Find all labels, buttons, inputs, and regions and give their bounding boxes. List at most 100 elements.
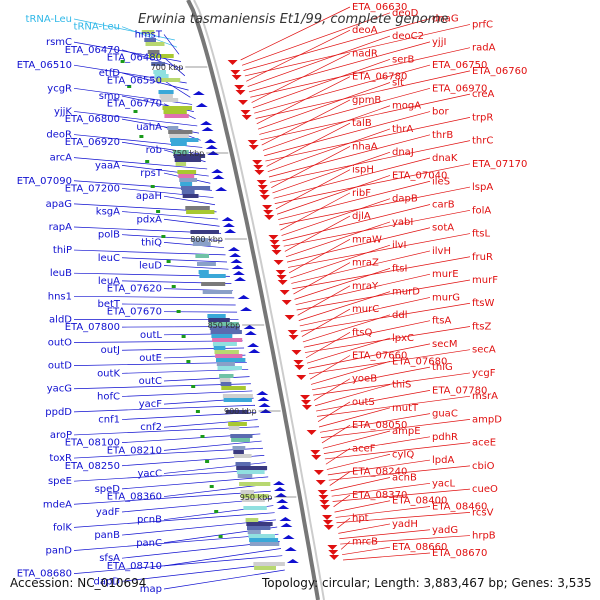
connector-line <box>163 34 180 55</box>
feature-track-block <box>222 394 253 398</box>
gene-label-hpt: hpt <box>352 513 369 524</box>
feature-track-block <box>221 386 246 390</box>
feature-track-block <box>160 98 179 102</box>
scale-marker <box>191 385 196 388</box>
gene-label-arca: arcA <box>50 153 73 164</box>
gene-label-bett: betT <box>97 299 120 310</box>
forward-strand-gene <box>273 260 284 265</box>
tick-labels-layer: 700 kbp 750 kbp 800 kbp 850 kbp 900 kbp 950 k… <box>151 63 297 502</box>
connector-line <box>290 244 391 279</box>
connector-line <box>307 343 431 369</box>
forward-strand-gene <box>288 335 299 340</box>
gene-label-eta-07670: ETA_07670 <box>107 307 162 318</box>
connector-line <box>318 407 391 428</box>
gene-label-eta-08660: ETA_08660 <box>392 542 447 553</box>
gene-label-yadf: yadF <box>96 507 120 518</box>
connector-line <box>309 355 351 380</box>
connector-line <box>121 476 269 490</box>
connector-line <box>254 64 431 114</box>
gene-label-murc: murC <box>352 304 379 315</box>
gene-label-hmst: hmsT <box>135 29 163 40</box>
scale-marker <box>166 260 171 263</box>
forward-strand-gene <box>318 495 329 500</box>
forward-strand-gene <box>300 400 311 405</box>
forward-strand-gene <box>234 85 245 90</box>
feature-track-block <box>234 454 252 458</box>
gene-label-eta-07660: ETA_07660 <box>352 351 407 362</box>
connector-line <box>252 58 391 109</box>
gene-label-outc: outC <box>139 376 162 387</box>
reverse-strand-gene <box>279 517 292 521</box>
connector-line <box>317 401 351 422</box>
gene-label-moga: mogA <box>392 101 421 112</box>
gene-label-eta-08100: ETA_08100 <box>65 438 120 449</box>
gene-label-murg: murG <box>432 292 460 303</box>
scale-marker <box>209 485 214 488</box>
connector-line <box>257 82 391 130</box>
connector-line <box>295 273 431 306</box>
feature-track-block <box>145 42 165 46</box>
feature-track-block <box>246 522 273 526</box>
connector-line <box>267 128 391 173</box>
gene-label-lpda: lpdA <box>432 455 454 466</box>
gene-label-cnf1: cnf1 <box>98 415 120 426</box>
gene-label-dapd: dapD <box>93 576 120 587</box>
tick-label: 800 kbp <box>190 235 223 244</box>
feature-track-block <box>247 526 271 530</box>
gene-label-arop: aroP <box>50 430 72 441</box>
forward-strand-gene <box>259 195 270 200</box>
connector-line <box>121 26 178 48</box>
connector-line <box>121 390 253 397</box>
reverse-strand-gene <box>258 403 271 407</box>
forward-strand-gene <box>248 145 259 150</box>
feature-track-block <box>190 230 219 234</box>
gene-label-pand: panD <box>45 545 72 556</box>
tick-label: 900 kbp <box>224 407 257 416</box>
genome-backbone-arc <box>186 0 320 600</box>
connector-line <box>259 87 431 135</box>
gene-label-sped: speD <box>95 484 121 495</box>
connector-line <box>319 413 431 433</box>
feature-track-block <box>209 322 239 326</box>
connector-line <box>163 80 191 98</box>
gene-label-sfsa: sfsA <box>99 553 120 564</box>
gene-label-iles: ileS <box>432 176 450 187</box>
connector-line <box>272 151 391 194</box>
gene-label-eta-06780: ETA_06780 <box>352 72 407 83</box>
gene-label-outk: outK <box>97 368 120 379</box>
feature-track-block <box>253 562 285 566</box>
connector-line <box>274 163 471 204</box>
reverse-strand-gene <box>215 187 228 191</box>
gene-label-eta-08360: ETA_08360 <box>107 492 162 503</box>
connector-line <box>321 424 351 444</box>
gene-label-rcsv: rcsV <box>472 507 494 518</box>
gene-label-eta-08050: ETA_08050 <box>352 420 407 431</box>
connector-line <box>264 111 431 157</box>
tick-label: 700 kbp <box>151 63 184 72</box>
feature-track-block <box>197 262 216 266</box>
connector-line <box>73 295 235 299</box>
reverse-strand-gene <box>195 103 208 107</box>
gene-label-yabi: yabI <box>392 217 413 228</box>
gene-label-dnak: dnaK <box>432 153 458 164</box>
forward-strand-gene <box>247 140 258 145</box>
gene-label-yacc: yacC <box>137 468 162 479</box>
reverse-strand-gene <box>212 175 225 179</box>
feature-track-block <box>180 182 193 186</box>
feature-track-block <box>144 38 156 42</box>
reverse-strand-gene <box>248 349 261 353</box>
gene-label-ppdd: ppdD <box>45 407 72 418</box>
feature-track-block <box>182 194 199 198</box>
gene-label-mrcb: mrcB <box>352 536 378 547</box>
feature-track-block <box>233 450 244 454</box>
feature-track-block <box>171 142 187 146</box>
reverse-strand-gene <box>201 127 214 131</box>
feature-track-block <box>198 270 209 274</box>
gene-label-eta-08460: ETA_08460 <box>432 502 487 513</box>
reverse-strand-gene <box>232 271 245 275</box>
forward-strand-gene <box>317 490 328 495</box>
reverse-strand-gene <box>247 343 260 347</box>
connector-line <box>288 233 471 268</box>
feature-track-block <box>158 90 174 94</box>
